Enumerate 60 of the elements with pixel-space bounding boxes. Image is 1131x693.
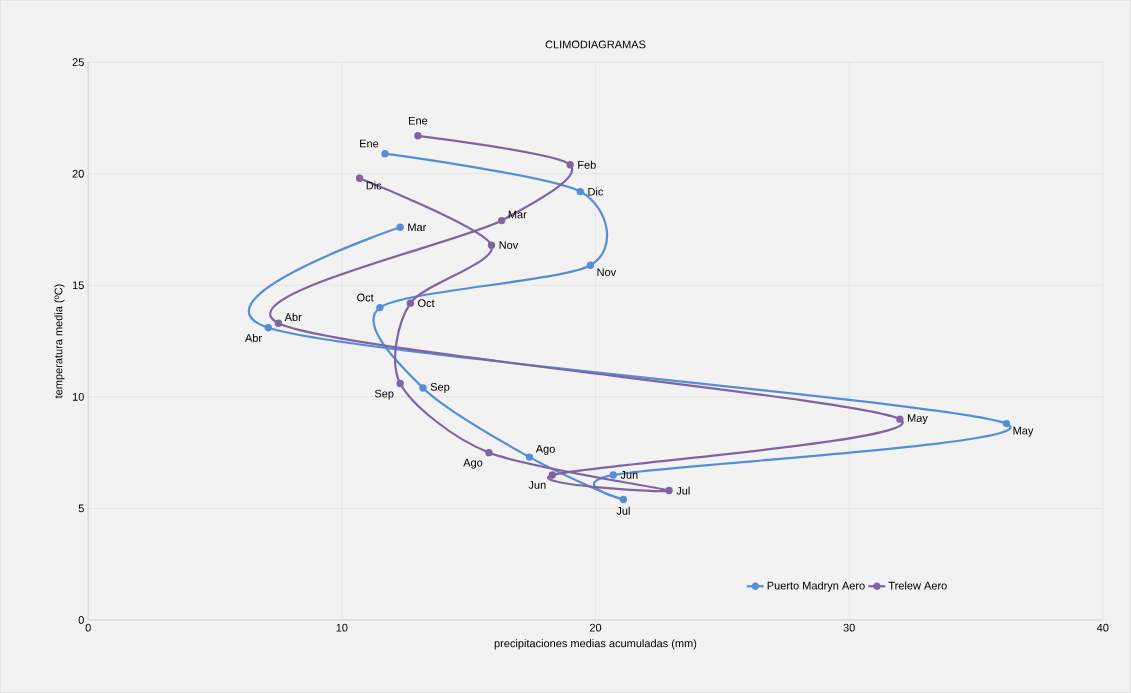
point	[355, 174, 364, 182]
data-label: Jun	[620, 471, 638, 479]
y-axis-title: temperatura media (ºC)	[54, 284, 65, 399]
data-label: Ene	[409, 116, 428, 125]
y-tick-label: 5	[78, 504, 84, 513]
point	[406, 299, 415, 307]
point	[619, 495, 628, 504]
data-label: Mar	[408, 223, 427, 232]
point	[1002, 419, 1011, 428]
data-label: May	[907, 414, 928, 425]
point	[665, 486, 673, 495]
point	[566, 161, 574, 169]
point	[896, 415, 904, 423]
x-tick-label: 40	[1096, 623, 1109, 632]
data-label: Oct	[418, 299, 435, 307]
point	[485, 448, 493, 457]
legend-label: Trelew Aero	[888, 581, 947, 590]
data-label: Ago	[535, 444, 555, 455]
chart-title: CLIMODIAGRAMAS	[545, 40, 646, 49]
x-axis-title: precipitaciones medias acumuladas (mm)	[494, 639, 697, 650]
data-label: Ene	[360, 139, 379, 148]
data-label: Sep	[430, 382, 450, 393]
x-tick-label: 10	[336, 623, 348, 632]
point	[419, 384, 427, 392]
point	[525, 453, 534, 461]
data-label: Ago	[463, 458, 483, 469]
x-tick-label: 0	[85, 623, 91, 632]
point	[381, 149, 389, 158]
data-label: Feb	[578, 160, 596, 169]
point	[396, 223, 404, 231]
y-tick-label: 10	[72, 392, 84, 401]
data-label: Abr	[244, 333, 262, 342]
data-label: Sep	[374, 389, 394, 400]
point	[396, 379, 404, 388]
point	[274, 319, 283, 327]
data-label: Dic	[588, 187, 604, 196]
data-label: Nov	[597, 268, 617, 277]
data-label: Jul	[676, 486, 690, 495]
y-tick-label: 15	[72, 281, 84, 290]
data-label: Oct	[357, 293, 374, 302]
y-tick-label: 0	[78, 616, 84, 624]
point	[487, 241, 496, 249]
x-tick-label: 30	[843, 623, 855, 632]
point	[576, 187, 584, 196]
point	[497, 216, 506, 225]
y-tick-label: 20	[72, 169, 84, 178]
point	[376, 303, 384, 312]
point	[548, 471, 557, 479]
y-tick-label: 25	[72, 58, 84, 67]
data-label: May	[1013, 426, 1034, 437]
legend-label: Puerto Madryn Aero	[767, 581, 865, 592]
x-tick-label: 20	[589, 623, 602, 632]
data-label: Jun	[528, 481, 546, 489]
data-label: Nov	[499, 241, 519, 249]
point	[414, 132, 422, 140]
point	[264, 323, 272, 332]
data-label: Abr	[284, 312, 302, 321]
point	[586, 261, 595, 269]
point	[609, 471, 617, 479]
data-label: Jul	[616, 506, 630, 515]
